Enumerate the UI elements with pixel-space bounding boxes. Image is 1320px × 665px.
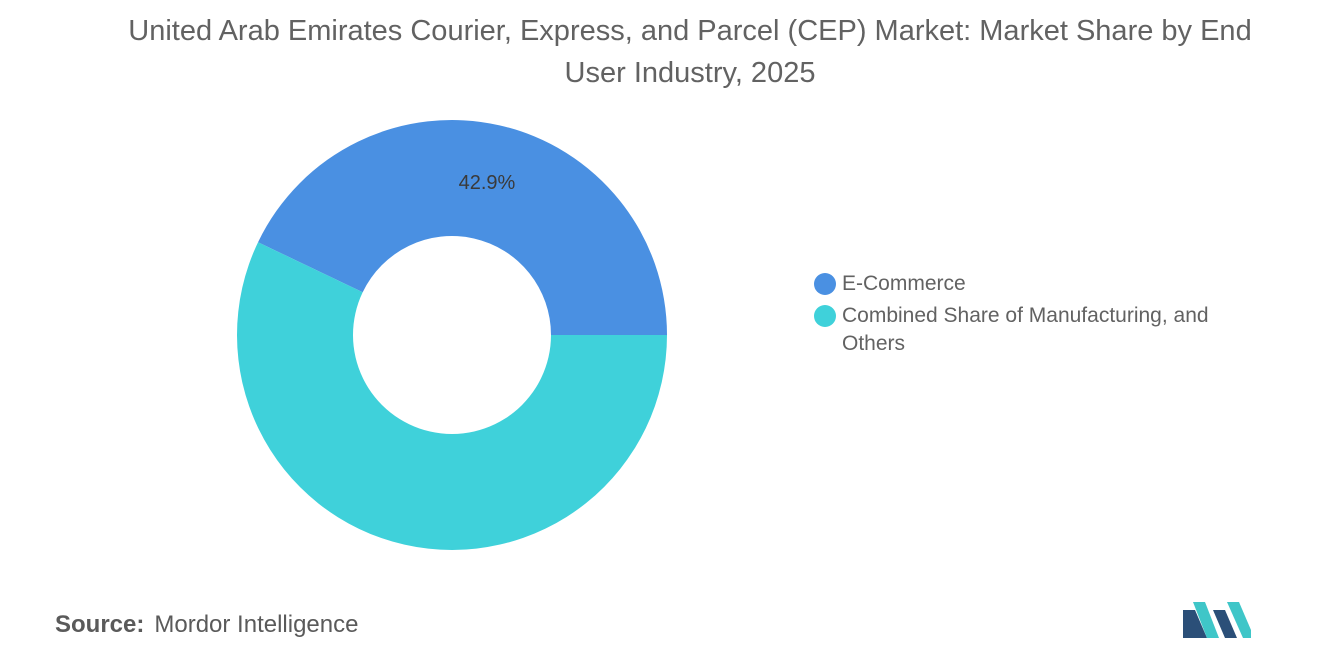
chart-legend: E-Commerce Combined Share of Manufacturin… bbox=[814, 270, 1254, 362]
source-label: Source: bbox=[55, 611, 145, 638]
legend-item-0: E-Commerce bbox=[814, 270, 1254, 298]
legend-label-1: Combined Share of Manufacturing, and Oth… bbox=[842, 304, 1209, 355]
legend-label-0: E-Commerce bbox=[842, 272, 966, 295]
source-value: Mordor Intelligence bbox=[154, 611, 359, 638]
mordor-intelligence-logo-icon bbox=[1183, 602, 1251, 638]
legend-swatch-1 bbox=[814, 305, 836, 327]
legend-swatch-0 bbox=[814, 273, 836, 295]
source-note: Source: Mordor Intelligence bbox=[55, 611, 358, 639]
donut-slice-0 bbox=[258, 119, 667, 335]
slice-data-label-0: 42.9% bbox=[459, 172, 516, 194]
donut-slice-1 bbox=[237, 242, 667, 550]
legend-item-1: Combined Share of Manufacturing, and Oth… bbox=[814, 302, 1254, 358]
chart-title: United Arab Emirates Courier, Express, a… bbox=[128, 15, 1252, 89]
